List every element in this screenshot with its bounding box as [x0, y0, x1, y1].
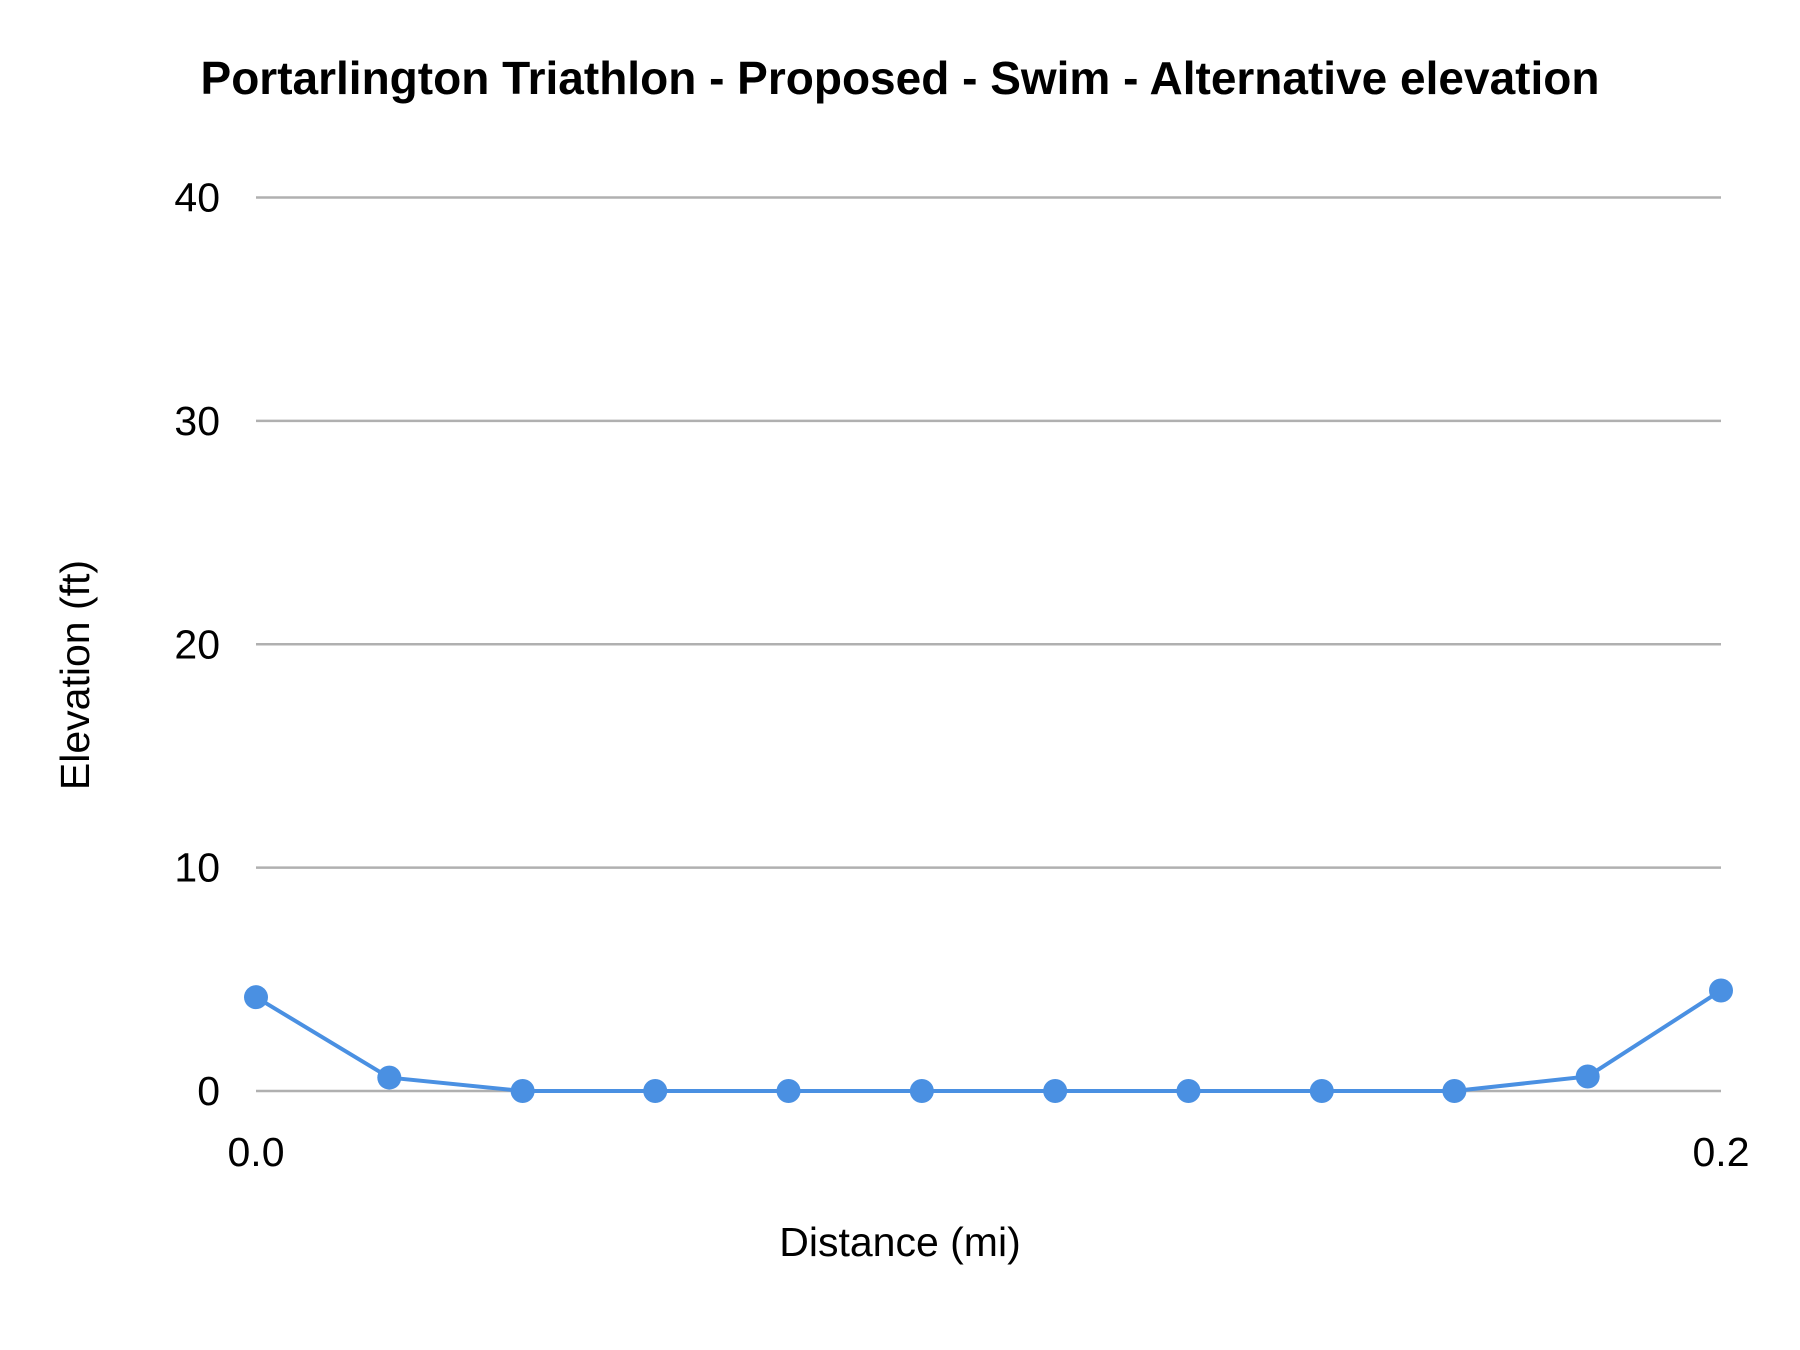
y-tick-label: 30 [174, 398, 220, 444]
y-tick-label: 40 [174, 175, 220, 221]
data-point [377, 1065, 402, 1090]
data-point [1309, 1079, 1334, 1103]
data-point [643, 1079, 668, 1103]
x-tick-label: 0.0 [228, 1129, 285, 1175]
data-point [1575, 1064, 1600, 1089]
y-tick-label: 10 [174, 845, 220, 891]
series-line [254, 988, 1723, 1093]
y-tick-label: 0 [197, 1068, 220, 1114]
y-axis-label: Elevation (ft) [52, 560, 98, 790]
data-point [1442, 1079, 1467, 1103]
data-point [244, 985, 268, 1010]
x-tick-label: 0.2 [1693, 1129, 1750, 1175]
data-point [1176, 1079, 1201, 1103]
data-point [1043, 1079, 1068, 1103]
x-axis-label: Distance (mi) [779, 1219, 1020, 1265]
chart-title: Portarlington Triathlon - Proposed - Swi… [201, 52, 1600, 104]
y-tick-label: 20 [174, 621, 220, 667]
data-point [909, 1079, 934, 1103]
data-point [510, 1079, 535, 1103]
data-point [1709, 978, 1733, 1003]
data-point [776, 1079, 801, 1103]
